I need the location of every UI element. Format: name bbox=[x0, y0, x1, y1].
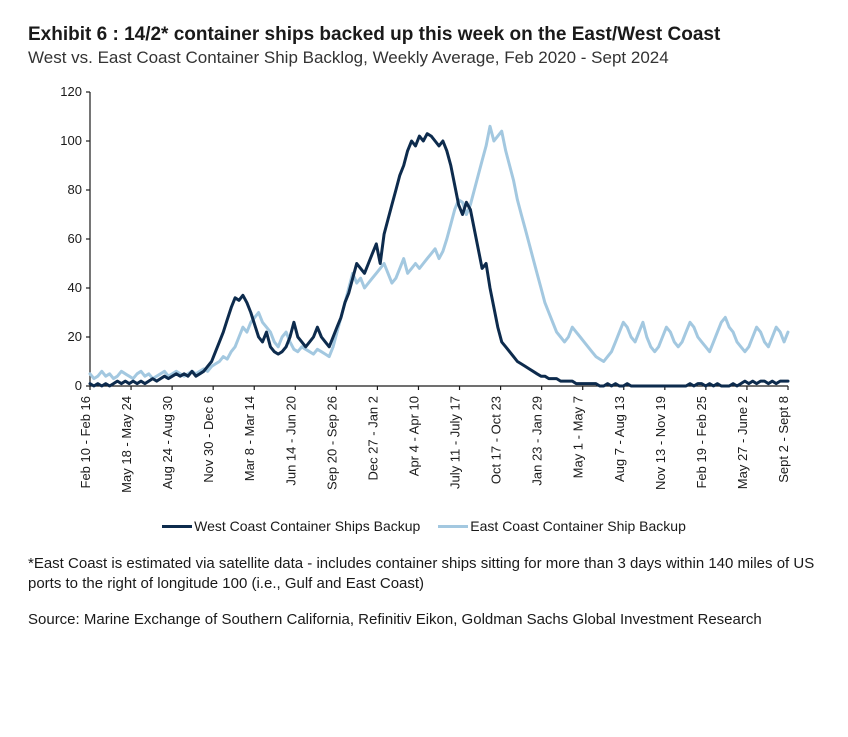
svg-text:Feb 10 - Feb 16: Feb 10 - Feb 16 bbox=[78, 396, 93, 489]
svg-text:20: 20 bbox=[68, 329, 82, 344]
svg-text:Aug 7 - Aug 13: Aug 7 - Aug 13 bbox=[612, 396, 627, 482]
legend-swatch-west bbox=[162, 525, 192, 528]
svg-text:40: 40 bbox=[68, 280, 82, 295]
svg-text:60: 60 bbox=[68, 231, 82, 246]
legend-west: West Coast Container Ships Backup bbox=[162, 518, 420, 534]
exhibit-title: Exhibit 6 : 14/2* container ships backed… bbox=[28, 24, 820, 46]
svg-text:May 18 - May 24: May 18 - May 24 bbox=[119, 396, 134, 493]
svg-text:100: 100 bbox=[60, 133, 82, 148]
svg-text:Jan 23 - Jan 29: Jan 23 - Jan 29 bbox=[530, 396, 545, 486]
svg-text:Apr 4 - Apr 10: Apr 4 - Apr 10 bbox=[406, 396, 421, 476]
legend-label-west: West Coast Container Ships Backup bbox=[194, 518, 420, 534]
svg-text:120: 120 bbox=[60, 86, 82, 99]
svg-text:Nov 13 - Nov 19: Nov 13 - Nov 19 bbox=[653, 396, 668, 490]
svg-text:May 1 - May 7: May 1 - May 7 bbox=[571, 396, 586, 478]
exhibit-subtitle: West vs. East Coast Container Ship Backl… bbox=[28, 48, 820, 68]
chart-legend: West Coast Container Ships Backup East C… bbox=[28, 518, 820, 534]
svg-text:Feb 19 - Feb 25: Feb 19 - Feb 25 bbox=[694, 396, 709, 489]
svg-text:Sept 2 - Sept 8: Sept 2 - Sept 8 bbox=[776, 396, 791, 483]
legend-swatch-east bbox=[438, 525, 468, 528]
svg-text:Mar 8 - Mar 14: Mar 8 - Mar 14 bbox=[242, 396, 257, 481]
chart-svg: 0 20 40 60 80 100 120 Feb 10 - Feb 16 May 18 - M… bbox=[38, 86, 798, 516]
svg-text:80: 80 bbox=[68, 182, 82, 197]
svg-text:May 27 - June 2: May 27 - June 2 bbox=[735, 396, 750, 489]
svg-text:July 11 - July 17: July 11 - July 17 bbox=[448, 396, 463, 489]
svg-text:Jun 14 - Jun 20: Jun 14 - Jun 20 bbox=[283, 396, 298, 486]
legend-east: East Coast Container Ship Backup bbox=[438, 518, 686, 534]
legend-label-east: East Coast Container Ship Backup bbox=[470, 518, 686, 534]
chart-source: Source: Marine Exchange of Southern Cali… bbox=[28, 610, 820, 630]
svg-text:Nov 30 - Dec 6: Nov 30 - Dec 6 bbox=[201, 396, 216, 483]
chart-footnote: *East Coast is estimated via satellite d… bbox=[28, 554, 820, 595]
svg-text:Oct 17 - Oct 23: Oct 17 - Oct 23 bbox=[489, 396, 504, 484]
svg-text:Sep 20 - Sep 26: Sep 20 - Sep 26 bbox=[324, 396, 339, 490]
svg-text:Aug 24 - Aug 30: Aug 24 - Aug 30 bbox=[160, 396, 175, 489]
backlog-chart: 020406080100120Feb 10 - Feb 16May 18 - M… bbox=[38, 86, 798, 396]
svg-text:Dec 27 - Jan 2: Dec 27 - Jan 2 bbox=[365, 396, 380, 481]
svg-text:0: 0 bbox=[75, 378, 82, 393]
